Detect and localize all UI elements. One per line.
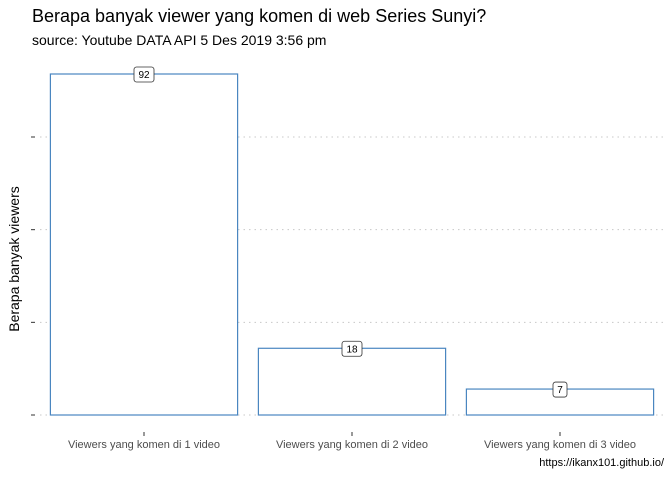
x-axis-ticks: Viewers yang komen di 1 video Viewers yan… [68, 432, 636, 451]
bar [49, 73, 239, 416]
data-label: 7 [552, 381, 568, 398]
chart-caption: https://ikanx101.github.io/ [539, 457, 664, 469]
data-label-box [552, 381, 568, 398]
x-tick-label: Viewers yang komen di 1 video [68, 439, 220, 451]
grid-lines [31, 136, 664, 416]
data-label-text: 18 [346, 344, 358, 355]
data-label: 92 [133, 66, 155, 83]
x-tick-label: Viewers yang komen di 3 video [484, 439, 636, 451]
chart-subtitle: source: Youtube DATA API 5 Des 2019 3:56… [32, 32, 327, 48]
data-label-box [133, 66, 155, 83]
bar [257, 347, 447, 416]
data-label-text: 7 [557, 385, 563, 396]
bars [49, 73, 655, 416]
data-label-box [341, 340, 363, 357]
data-label-text: 92 [138, 70, 150, 81]
x-tick-label: Viewers yang komen di 2 video [276, 439, 428, 451]
data-label: 18 [341, 340, 363, 357]
y-axis-title: Berapa banyak viewers [6, 186, 22, 332]
chart-title: Berapa banyak viewer yang komen di web S… [32, 6, 487, 26]
data-labels: 92 18 7 [133, 66, 568, 398]
